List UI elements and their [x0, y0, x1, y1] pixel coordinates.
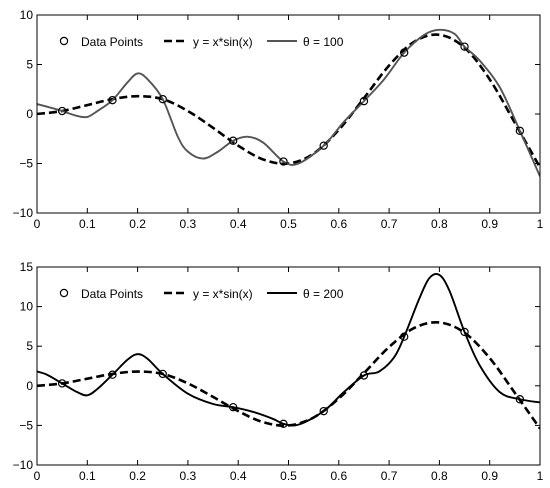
x-tick-label: 0.9 [481, 217, 498, 231]
data-point-marker [460, 327, 469, 337]
legend-label-reference-curve: y = x*sin(x) [193, 35, 253, 49]
data-point-marker [228, 402, 238, 412]
data-point-marker [359, 96, 369, 106]
data-point-marker [515, 395, 525, 404]
legend-label-kriging-curve: θ = 100 [303, 35, 344, 49]
legend: Data Points y = x*sin(x) θ = 100 [59, 35, 344, 49]
x-tick-label: 0.2 [129, 217, 146, 231]
y-tick-label: 5 [26, 58, 33, 72]
data-point-marker [399, 48, 409, 57]
x-tick-label: 0.4 [230, 469, 247, 483]
x-tick-label: 1 [537, 469, 544, 483]
legend-label-data-points: Data Points [81, 287, 143, 301]
y-tick-label: 0 [26, 107, 33, 121]
bottom-chart-panel: 0 0.1 0.2 0.3 0.4 0.5 0.6 0.7 0.8 0.9 1 −10 −5 0 5 10 15… [13, 260, 544, 483]
data-point-marker [515, 126, 525, 136]
y-tick-label: 15 [20, 260, 34, 274]
data-point-marker [158, 369, 167, 379]
y-tick-label: 5 [26, 339, 33, 353]
x-tick-label: 0.7 [381, 217, 398, 231]
plot-area [37, 28, 540, 177]
x-tick-label: 1 [537, 217, 544, 231]
y-tick-label: −5 [19, 418, 33, 432]
x-tick-label: 0.4 [230, 217, 247, 231]
legend-label-reference-curve: y = x*sin(x) [193, 287, 253, 301]
x-tick-label: 0.1 [79, 217, 96, 231]
y-tick-label: 10 [20, 300, 34, 314]
legend-label-kriging-curve: θ = 200 [303, 287, 344, 301]
data-point-marker [279, 157, 288, 166]
legend: Data Points y = x*sin(x) θ = 200 [59, 287, 344, 301]
y-tick-label: 10 [20, 8, 34, 22]
plot-area [37, 273, 540, 430]
x-tick-label: 0.2 [129, 469, 146, 483]
x-tick-label: 0.8 [431, 217, 448, 231]
x-tick-label: 0.9 [481, 469, 498, 483]
x-tick-label: 0.8 [431, 469, 448, 483]
y-tick-label: 0 [26, 379, 33, 393]
data-point-marker [57, 379, 67, 388]
kriging-curve-line [37, 273, 540, 427]
top-chart-panel: 0 0.1 0.2 0.3 0.4 0.5 0.6 0.7 0.8 0.9 1 −10 −5 0 5 10 Da… [13, 8, 544, 231]
y-tick-label: −10 [13, 458, 34, 472]
data-point-marker [108, 95, 117, 105]
y-tick-label: −10 [13, 206, 34, 220]
x-tick-label: 0.6 [330, 217, 347, 231]
x-tick-label: 0.5 [280, 469, 297, 483]
x-tick-label: 0 [34, 217, 41, 231]
x-tick-label: 0.3 [180, 469, 197, 483]
legend-marker-data-points [59, 36, 69, 46]
y-tick-label: −5 [19, 157, 33, 171]
data-point-marker [460, 42, 469, 51]
x-tick-label: 0.5 [280, 217, 297, 231]
data-point-marker [108, 370, 117, 379]
data-point-marker [279, 419, 288, 429]
data-point-marker [57, 106, 67, 116]
x-tick-label: 0 [34, 469, 41, 483]
data-point-marker [158, 94, 167, 104]
legend-label-data-points: Data Points [81, 35, 143, 49]
x-tick-label: 0.6 [330, 469, 347, 483]
data-point-marker [359, 371, 369, 380]
x-tick-label: 0.1 [79, 469, 96, 483]
x-tick-label: 0.3 [180, 217, 197, 231]
kriging-curve-line [37, 28, 540, 177]
data-point-marker [319, 141, 328, 150]
data-point-marker [319, 406, 328, 416]
x-tick-label: 0.7 [381, 469, 398, 483]
legend-marker-data-points [59, 288, 69, 298]
data-point-marker [228, 136, 238, 145]
data-point-marker [399, 332, 409, 341]
